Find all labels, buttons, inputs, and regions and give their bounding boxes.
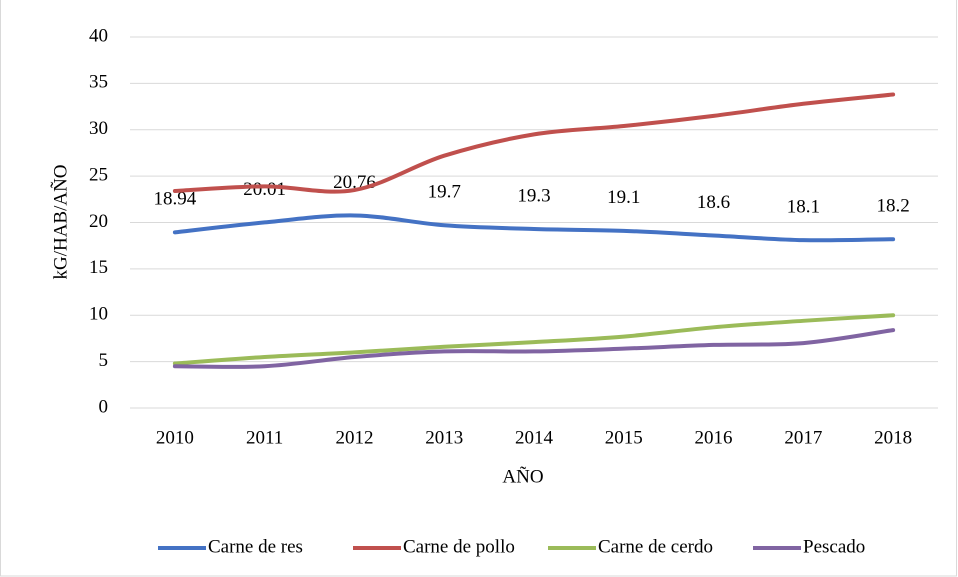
data-label: 19.7 (428, 182, 461, 203)
x-tick-label: 2013 (425, 427, 463, 448)
data-label: 18.94 (154, 189, 197, 210)
line (172, 313, 896, 366)
x-tick-label: 2016 (695, 427, 733, 448)
line (172, 92, 896, 194)
x-tick-label: 2017 (784, 427, 822, 448)
legend-label: Carne de res (208, 536, 303, 557)
data-label: 19.3 (517, 185, 550, 206)
x-tick-label: 2010 (156, 427, 194, 448)
y-tick-label: 35 (89, 72, 108, 93)
x-axis-label: AÑO (502, 465, 543, 487)
data-label: 20.01 (243, 179, 286, 200)
x-tick-label: 2011 (246, 427, 283, 448)
legend-label: Carne de pollo (403, 536, 515, 557)
y-tick-label: 25 (89, 164, 108, 185)
y-axis-label: kG/HAB/AÑO (49, 164, 71, 279)
data-label: 18.6 (697, 192, 730, 213)
legend-label: Pescado (803, 536, 865, 557)
y-tick-label: 0 (99, 396, 109, 417)
y-tick-label: 15 (89, 257, 108, 278)
legend-label: Carne de cerdo (598, 536, 713, 557)
y-tick-label: 40 (89, 25, 108, 46)
line (172, 213, 896, 243)
y-tick-label: 5 (99, 350, 109, 371)
data-label: 18.1 (787, 196, 820, 217)
x-tick-label: 2012 (335, 427, 373, 448)
x-tick-label: 2018 (874, 427, 912, 448)
y-tick-label: 10 (89, 304, 108, 325)
x-tick-label: 2015 (605, 427, 643, 448)
x-tick-label: 2014 (515, 427, 554, 448)
line (172, 328, 896, 369)
y-tick-label: 30 (89, 118, 108, 139)
data-label: 18.2 (876, 196, 909, 217)
data-label: 19.1 (607, 187, 640, 208)
y-tick-label: 20 (89, 211, 108, 232)
